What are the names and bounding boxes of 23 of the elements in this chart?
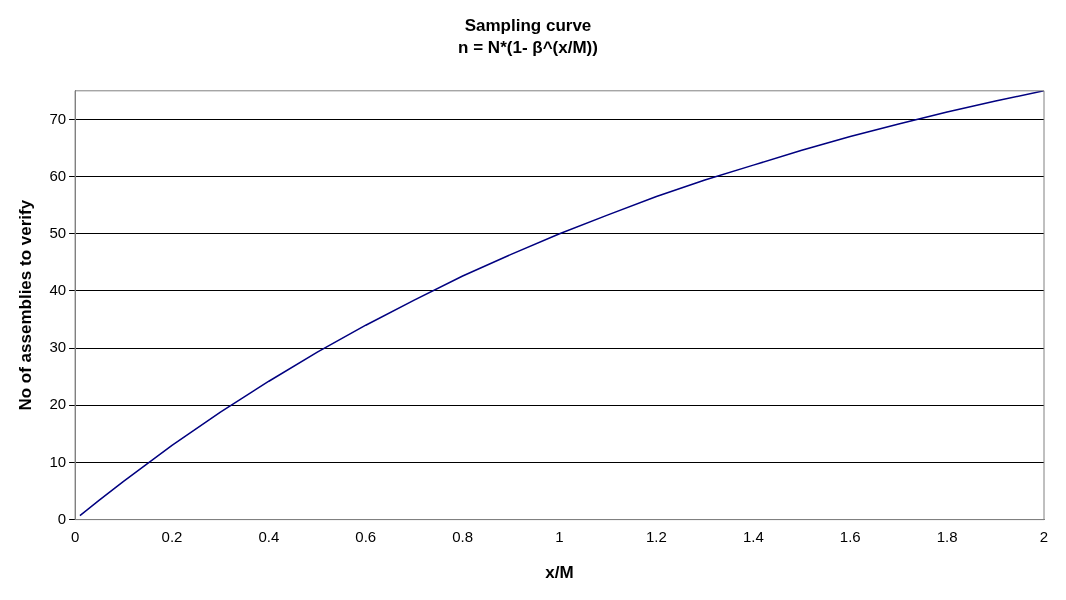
- x-tick-label: 1.2: [646, 527, 667, 545]
- x-tick-label: 0.4: [258, 527, 280, 545]
- chart-subtitle: n = N*(1- β^(x/M)): [458, 38, 598, 58]
- y-tick-label: 30: [49, 338, 67, 356]
- x-tick-label: 0: [70, 527, 80, 545]
- x-axis-title: x/M: [545, 563, 574, 583]
- y-tick-label: 50: [49, 223, 67, 241]
- x-tick-label: 0.8: [452, 527, 474, 545]
- chart-title: Sampling curve: [464, 15, 592, 35]
- y-tick-label: 0: [57, 509, 67, 527]
- x-tick-label: 1: [555, 527, 564, 545]
- y-tick-label: 70: [49, 109, 67, 127]
- x-tick-label: 1.4: [742, 527, 764, 545]
- x-tick-label: 1.8: [936, 527, 958, 545]
- x-tick-label: 2: [1039, 527, 1049, 545]
- x-tick-label: 1.6: [839, 527, 861, 545]
- y-tick-label: 10: [49, 452, 67, 470]
- x-tick-label: 0.2: [161, 527, 183, 545]
- y-tick-label: 60: [49, 166, 67, 184]
- y-axis-title: No of assemblies to verify: [15, 199, 35, 411]
- y-tick-label: 40: [49, 281, 67, 299]
- y-tick-label: 20: [49, 395, 67, 413]
- x-tick-label: 0.6: [355, 527, 377, 545]
